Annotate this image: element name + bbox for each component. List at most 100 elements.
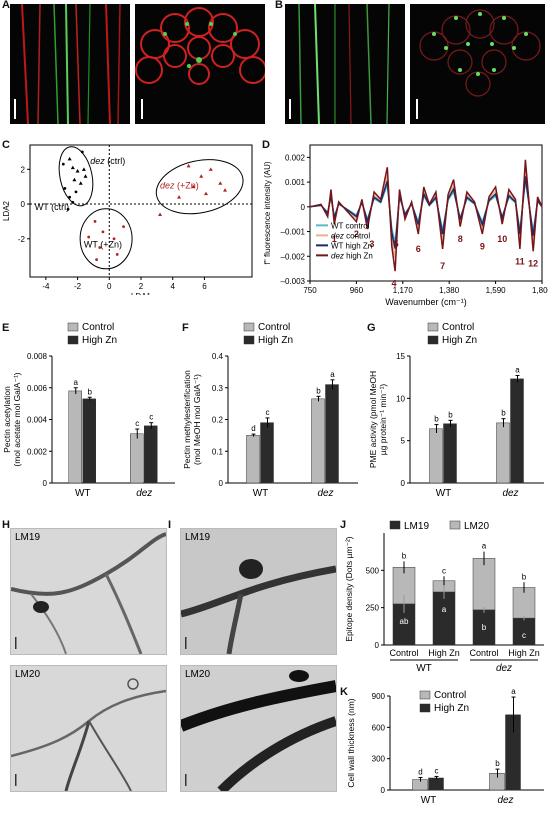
scatter-point <box>75 169 80 173</box>
y-tick-label: 0 <box>301 203 306 212</box>
fluorescence-spectrum-chart: 750 960 1,170 1,380 1,590 1,800 0.002 0.001 0 –0.… <box>263 144 548 307</box>
y-tick-label: 0.002 <box>27 447 48 456</box>
legend-label: WT high Zn <box>331 241 372 250</box>
y-tick-label: 0.3 <box>212 384 224 393</box>
y-tick-label: 0 <box>21 200 26 209</box>
significance-letter: b <box>402 551 407 560</box>
bar <box>130 433 144 484</box>
x-tick-label: 1,380 <box>439 286 460 295</box>
legend-label: WT control <box>331 221 370 230</box>
scatter-point <box>199 174 204 178</box>
y-tick-label: 900 <box>372 692 386 701</box>
scatter-point <box>81 167 86 171</box>
significance-letter: a <box>74 378 79 387</box>
bar <box>429 428 443 484</box>
micrograph-b-longitudinal <box>285 4 405 124</box>
y-axis-label: (mol MeOH mol GalA⁻¹) <box>192 374 202 465</box>
panel-label-h: H <box>2 519 10 531</box>
panel-label-b: B <box>275 0 283 11</box>
x-tick-label: -2 <box>74 282 82 291</box>
em-wall-image <box>11 532 166 654</box>
peak-label: 10 <box>497 234 507 244</box>
y-tick-label: 0 <box>375 641 380 650</box>
category-label: High Zn <box>508 648 540 658</box>
bar <box>443 423 457 484</box>
y-tick-label: 500 <box>366 566 380 575</box>
legend-label: High Zn <box>258 335 293 346</box>
peak-label: 1 <box>332 234 337 244</box>
y-tick-label: 0 <box>43 479 48 488</box>
em-image-h-lm20: LM20 <box>10 665 167 792</box>
significance-letter: d <box>251 424 255 433</box>
y-axis-label: Pectin acetylation <box>2 386 12 453</box>
legend-label: High Zn <box>442 335 477 346</box>
cell-wall-thickness-chart: 0 300 600 900 d c WT b a dez Control High Zn Cell wa… <box>346 687 544 806</box>
y-tick-label: –0.003 <box>281 277 306 286</box>
y-axis-label: PME activity (pmol MeOH <box>368 371 378 468</box>
y-axis-label: LDA2 <box>2 200 11 221</box>
scatter-point <box>80 150 84 154</box>
scatter-point <box>223 188 228 192</box>
peak-label: 3 <box>369 239 374 249</box>
legend-swatch <box>427 322 439 332</box>
panel-label-k: K <box>340 686 348 698</box>
scatter-point <box>70 165 75 170</box>
category-label: dez <box>497 795 513 806</box>
scatter-point <box>98 246 102 249</box>
x-axis-label: Wavenumber (cm⁻¹) <box>385 297 466 307</box>
y-axis-label: Pectin methylesterification <box>182 370 192 469</box>
bar <box>496 422 510 484</box>
peak-label: 2 <box>354 229 359 239</box>
y-axis-label: Epitope density (Dots µm⁻²) <box>344 536 354 641</box>
x-tick-label: 750 <box>303 286 317 295</box>
scatter-point <box>66 207 70 211</box>
category-label: dez <box>317 488 333 499</box>
peak-label: 5 <box>394 239 399 249</box>
root-longitudinal-image <box>14 4 121 124</box>
significance-letter: ab <box>400 617 409 626</box>
scatter-point <box>67 156 72 161</box>
y-tick-label: 250 <box>366 604 380 613</box>
significance-letter: b <box>482 623 487 632</box>
significance-letter: c <box>266 408 270 417</box>
legend-swatch <box>243 335 255 345</box>
scatter-point <box>78 181 83 185</box>
legend-label: dez high Zn <box>331 251 373 260</box>
category-label: Control <box>389 648 418 658</box>
scatter-point <box>83 174 88 178</box>
scatter-point <box>186 163 191 168</box>
em-label-lm20-i: LM20 <box>185 669 211 680</box>
x-tick-label: 4 <box>170 282 175 291</box>
root-cross-section-image-b <box>416 9 541 119</box>
pectin-methylesterification-chart: 0 0.1 0.2 0.3 0.4 d c WT ba dez Control High Zn Pect… <box>182 322 358 499</box>
x-tick-label: 1,590 <box>486 286 507 295</box>
significance-letter: b <box>522 572 527 581</box>
group-label-wt-zn: WT (+Zn) <box>84 239 122 249</box>
x-tick-label: 1,800 <box>532 286 548 295</box>
plot-frame <box>309 144 543 282</box>
peak-label: 12 <box>528 259 538 269</box>
panel-label-a: A <box>2 0 10 11</box>
peak-label: 9 <box>480 241 485 251</box>
legend-label: High Zn <box>82 335 117 346</box>
y-axis-label: Cell wall thickness (nm) <box>346 698 356 787</box>
category-label: High Zn <box>428 648 460 658</box>
micrograph-a-cross-section <box>135 4 265 124</box>
legend-label: LM20 <box>464 521 489 532</box>
scatter-point <box>204 191 209 196</box>
x-tick-label: 1,170 <box>393 286 414 295</box>
legend-label: Control <box>434 690 466 701</box>
bar <box>510 378 524 484</box>
category-label: dez <box>136 488 152 499</box>
y-axis-label: µg protein⁻¹ min⁻¹) <box>378 384 388 456</box>
y-tick-label: 0.006 <box>27 384 48 393</box>
scatter-point <box>191 184 196 189</box>
significance-letter: c <box>442 566 446 575</box>
panel-label-j: J <box>340 519 347 531</box>
peak-label: 6 <box>416 244 421 254</box>
scatter-point <box>101 230 105 234</box>
em-image-i-lm19: LM19 <box>180 528 337 655</box>
scatter-point <box>177 195 182 199</box>
legend-swatch <box>67 335 79 345</box>
